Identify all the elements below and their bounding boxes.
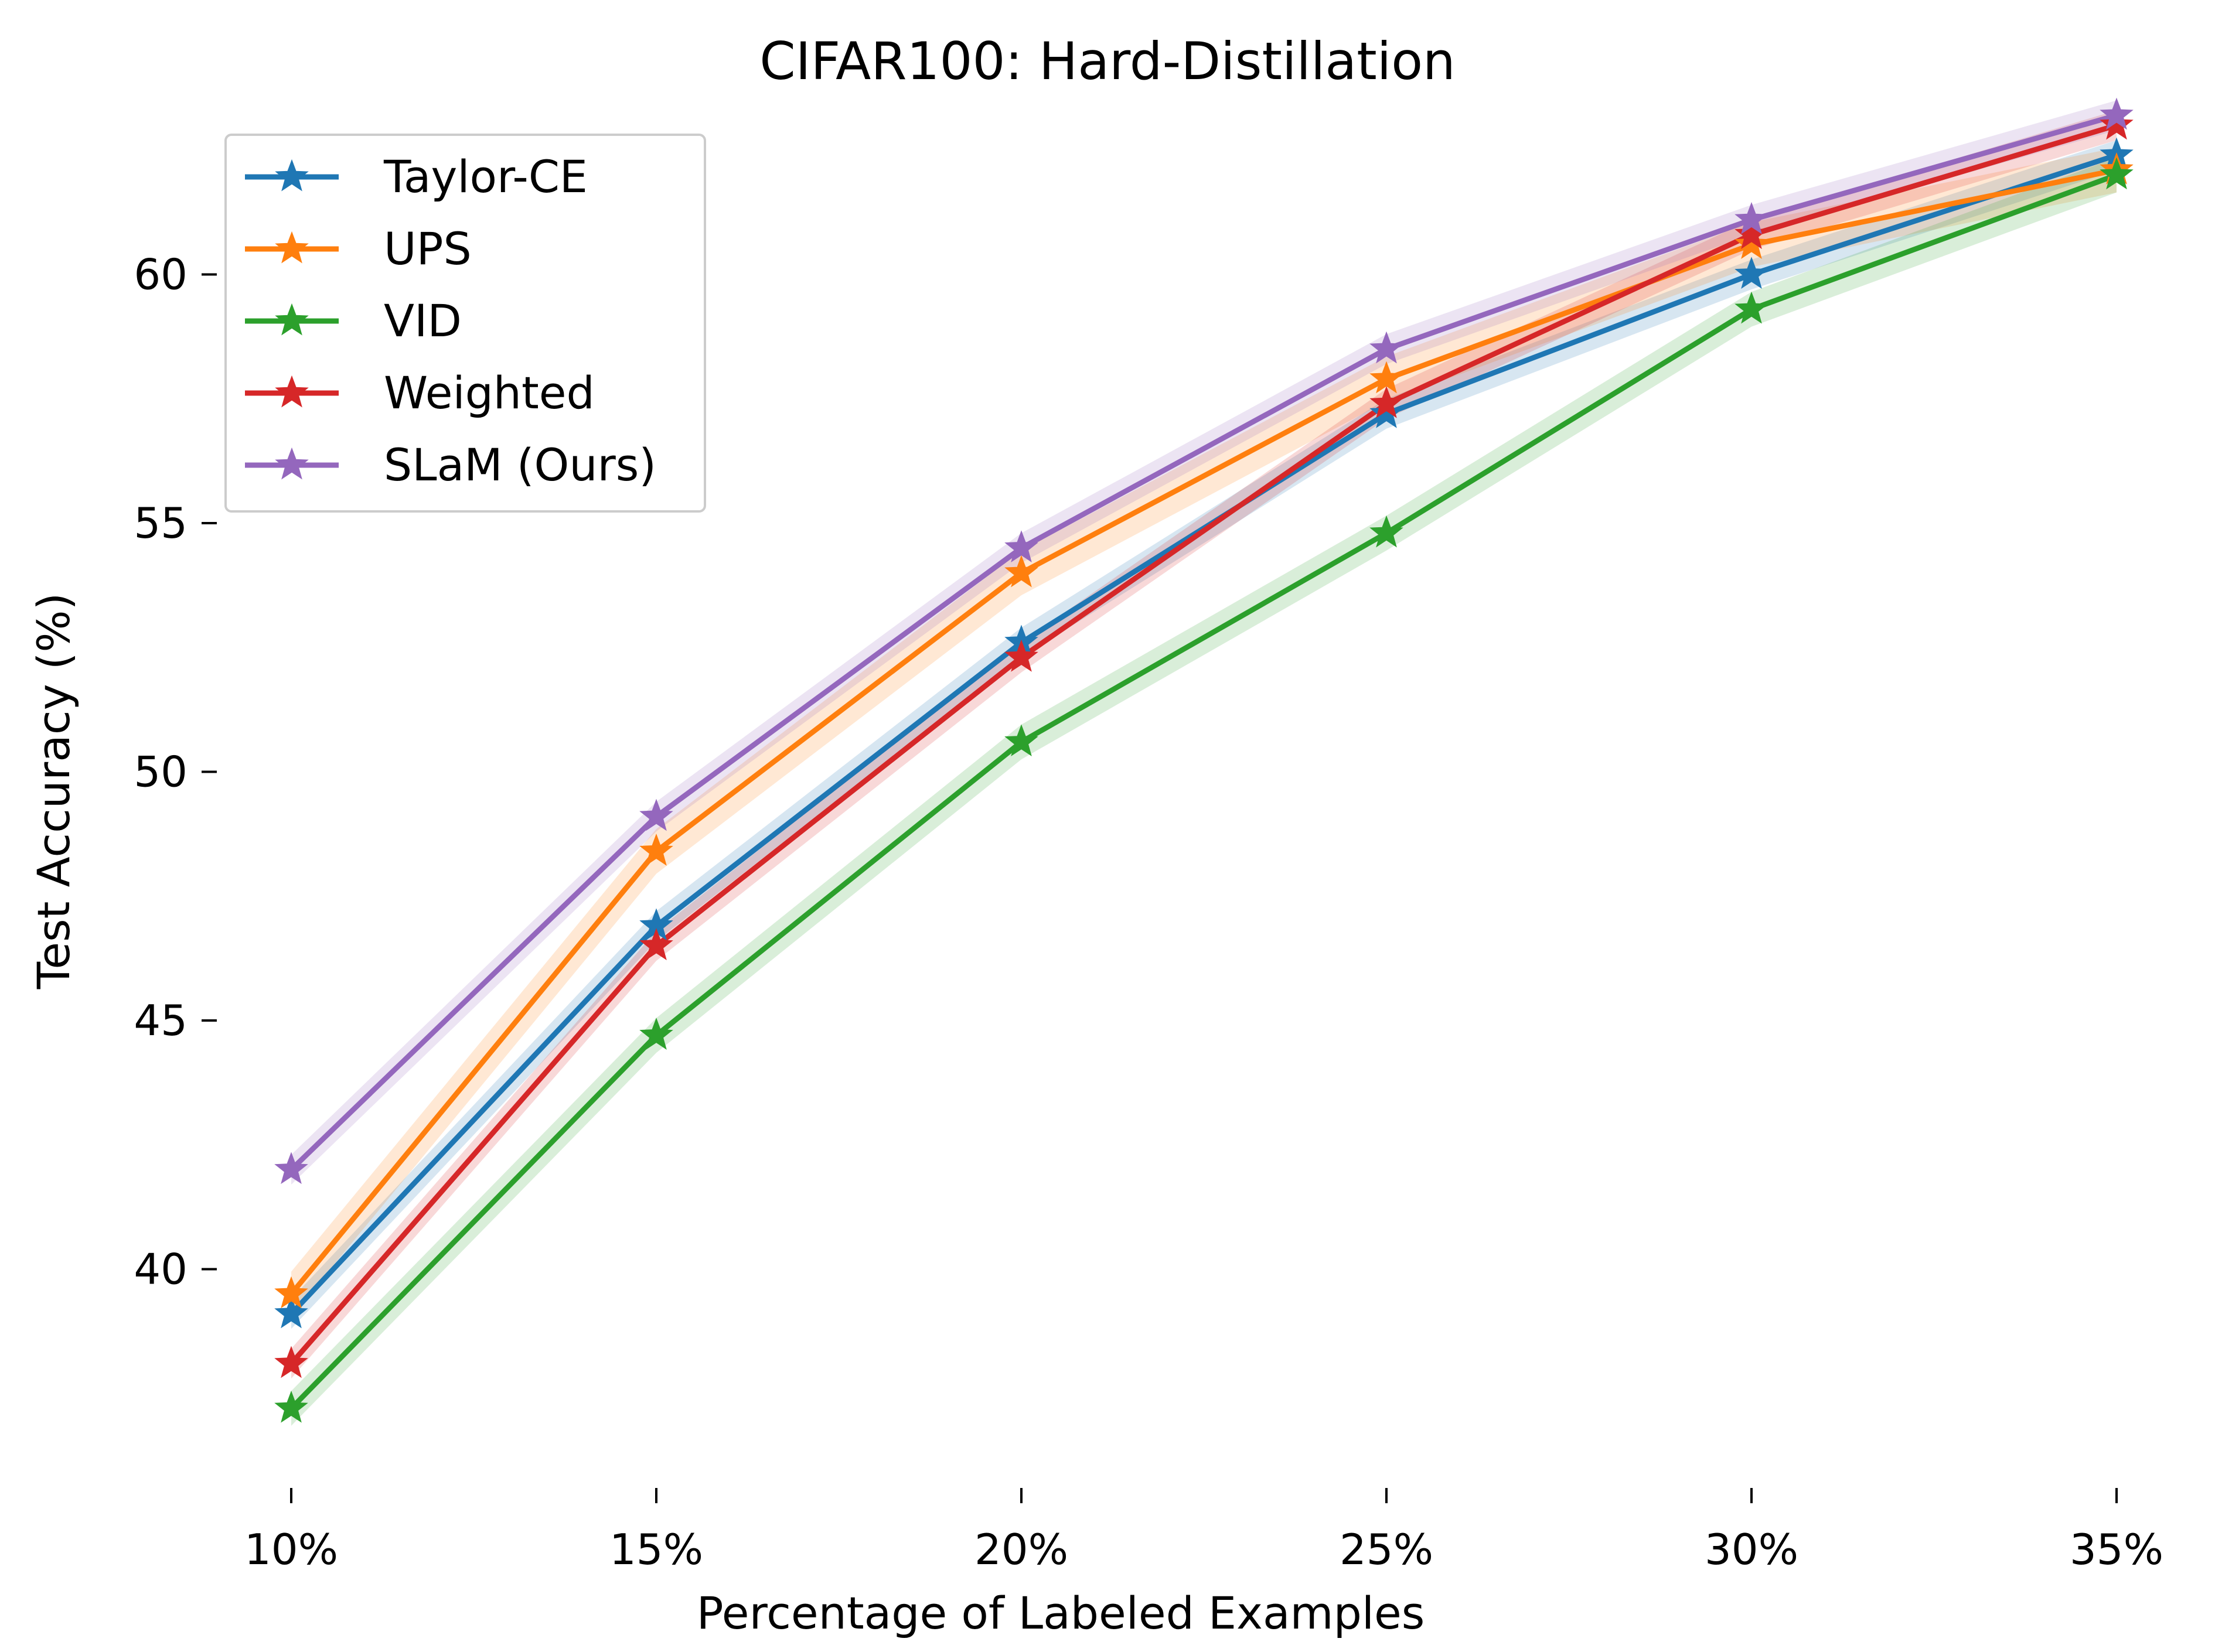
y-tick-label: 40 [134, 1244, 188, 1293]
point-slam-ours-5 [2100, 97, 2134, 130]
point-vid-2 [1004, 724, 1038, 757]
x-tick-label: 10% [244, 1525, 338, 1574]
legend: Taylor-CE UPS VID Weighted SLaM (Ours) [224, 134, 706, 513]
series-markers [274, 97, 2134, 1423]
legend-frame [224, 134, 706, 513]
series-lines [289, 112, 2118, 1411]
y-tick-label: 55 [134, 499, 188, 548]
point-weighted-5 [2100, 107, 2134, 140]
point-weighted-4 [1734, 217, 1768, 250]
legend-marker-ups [275, 231, 309, 264]
point-slam-ours-3 [1369, 331, 1403, 364]
legend-label-slam-ours: SLaM (Ours) [384, 439, 656, 491]
x-axis: 10% 15% 20% 25% 30% 35% [244, 1488, 2163, 1574]
legend-label-ups: UPS [384, 223, 472, 275]
point-vid-5 [2100, 157, 2134, 190]
chart-title: CIFAR100: Hard-Distillation [759, 31, 1456, 91]
point-ups-2 [1004, 555, 1038, 588]
point-ups-4 [1734, 227, 1768, 260]
line-ups [289, 167, 2117, 1296]
point-ups-0 [274, 1276, 308, 1309]
legend-label-weighted: Weighted [384, 367, 595, 419]
point-vid-0 [274, 1390, 308, 1423]
x-tick-label: 20% [974, 1525, 1068, 1574]
point-weighted-1 [639, 928, 673, 961]
point-slam-ours-4 [1734, 202, 1768, 234]
point-taylor-ce-4 [1734, 257, 1768, 289]
y-tick-label: 60 [134, 250, 188, 299]
point-taylor-ce-3 [1369, 396, 1403, 428]
point-slam-ours-2 [1004, 530, 1038, 562]
x-tick-label: 35% [2070, 1525, 2163, 1574]
legend-marker-taylor-ce [275, 159, 309, 192]
y-tick-label: 50 [134, 748, 188, 797]
line-weighted [289, 122, 2118, 1366]
point-weighted-2 [1004, 639, 1038, 672]
x-tick-label: 30% [1705, 1525, 1798, 1574]
point-vid-4 [1734, 291, 1768, 324]
point-vid-3 [1369, 515, 1403, 548]
x-tick-label: 15% [609, 1525, 703, 1574]
y-axis-label: Test Accuracy (%) [28, 593, 80, 989]
y-axis: 40 45 50 55 60 [134, 250, 217, 1293]
x-axis-label: Percentage of Labeled Examples [697, 1587, 1425, 1639]
legend-label-taylor-ce: Taylor-CE [383, 151, 588, 203]
point-taylor-ce-0 [274, 1296, 308, 1329]
point-weighted-3 [1369, 386, 1403, 418]
point-vid-1 [639, 1018, 673, 1050]
legend-marker-weighted [275, 375, 309, 408]
line-vid [289, 172, 2118, 1411]
point-ups-1 [639, 833, 673, 866]
legend-marker-slam-ours [275, 447, 309, 480]
line-slam-ours [289, 112, 2118, 1172]
legend-marker-vid [275, 303, 309, 336]
x-tick-label: 25% [1340, 1525, 1433, 1574]
point-weighted-0 [274, 1346, 308, 1378]
point-slam-ours-1 [639, 798, 673, 831]
legend-label-vid: VID [384, 295, 462, 347]
point-slam-ours-0 [274, 1152, 308, 1185]
y-tick-label: 45 [134, 996, 188, 1045]
point-ups-3 [1369, 361, 1403, 394]
